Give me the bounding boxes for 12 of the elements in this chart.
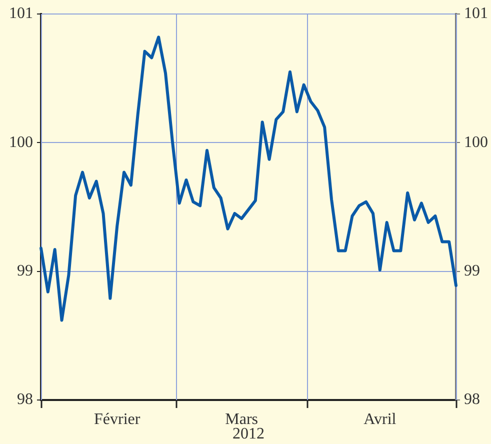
x-axis-title: 2012 <box>232 426 264 443</box>
y-tick-label: 100 <box>9 134 33 151</box>
x-tick-label: Mars <box>225 410 258 428</box>
y2-tick-label: 100 <box>464 134 488 151</box>
x-tick-label: Février <box>94 410 141 428</box>
y-tick-label: 101 <box>9 5 33 22</box>
y-tick-label: 98 <box>17 391 33 408</box>
y2-tick-label: 101 <box>464 5 488 22</box>
y-tick-label: 99 <box>17 262 33 280</box>
y2-tick-label: 98 <box>464 391 480 408</box>
y2-tick-label: 99 <box>464 262 480 280</box>
x-tick-label: Avril <box>364 410 397 428</box>
